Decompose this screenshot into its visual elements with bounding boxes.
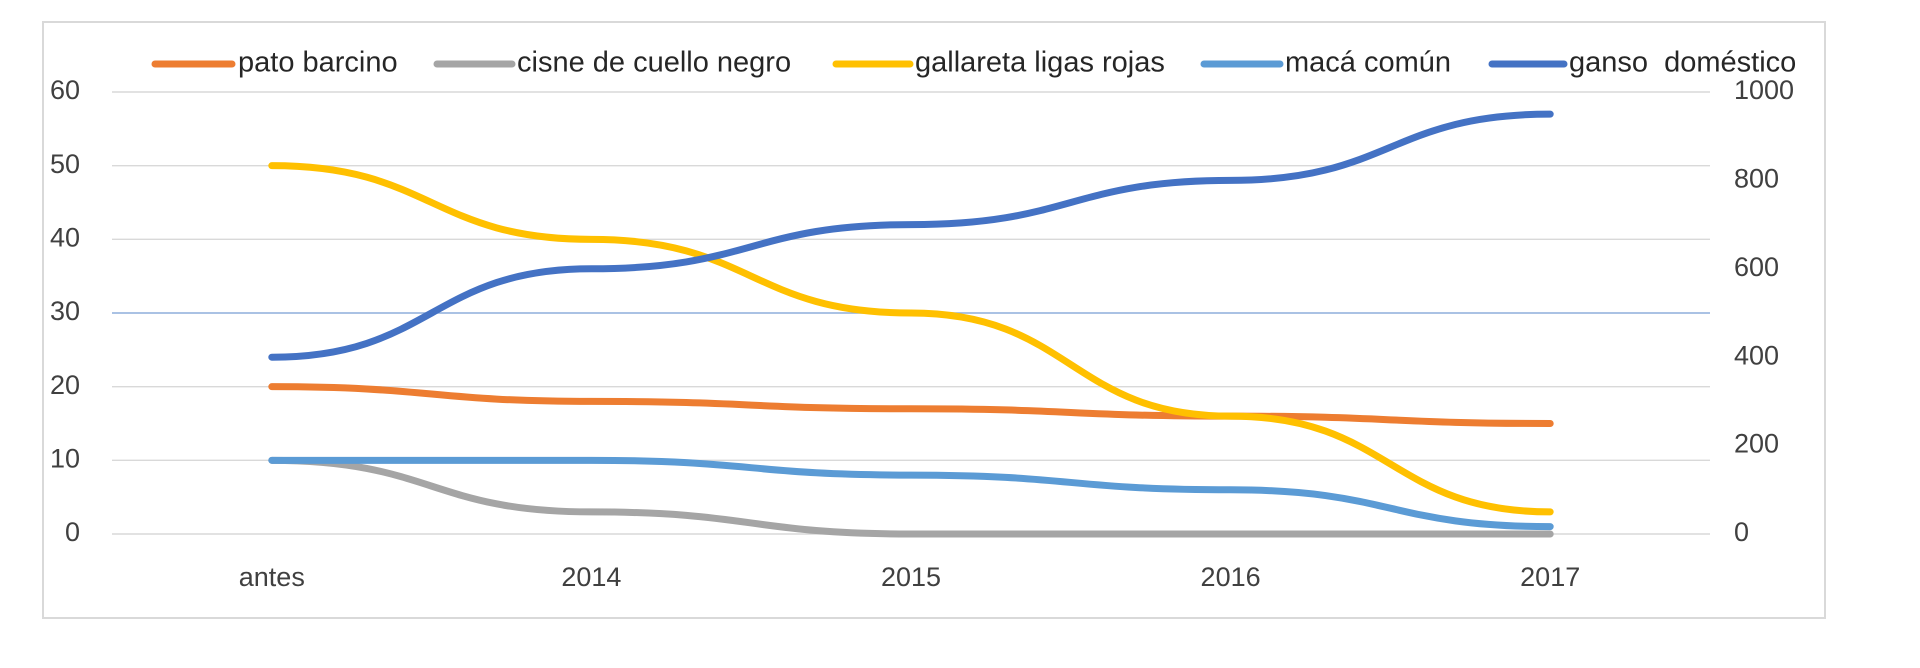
- left-tick-label: 30: [50, 296, 80, 326]
- legend-label: ganso doméstico: [1569, 47, 1796, 79]
- legend-label: cisne de cuello negro: [517, 47, 791, 79]
- right-tick-label: 1000: [1734, 75, 1794, 105]
- series-lines: [268, 110, 1554, 538]
- x-tick-label: 2017: [1520, 562, 1580, 592]
- left-tick-label: 0: [65, 517, 80, 547]
- right-axis-ticks: 0 200 400 600 800 1000: [1734, 75, 1794, 547]
- x-tick-label: 2016: [1201, 562, 1261, 592]
- right-tick-label: 200: [1734, 429, 1779, 459]
- legend-label: pato barcino: [238, 47, 398, 79]
- series-line-1: [268, 456, 1554, 538]
- left-tick-label: 20: [50, 370, 80, 400]
- series-line-3: [268, 456, 1554, 531]
- right-tick-label: 600: [1734, 252, 1779, 282]
- legend-label: macá común: [1285, 47, 1451, 79]
- left-tick-label: 10: [50, 443, 80, 473]
- series-line-0: [268, 383, 1554, 427]
- left-tick-label: 60: [50, 75, 80, 105]
- series-line-4: [268, 110, 1554, 361]
- left-tick-label: 40: [50, 222, 80, 252]
- right-tick-label: 0: [1734, 517, 1749, 547]
- left-tick-label: 50: [50, 149, 80, 179]
- left-axis-ticks: 0 10 20 30 40 50 60: [50, 75, 80, 547]
- x-tick-label: 2015: [881, 562, 941, 592]
- series-line-2: [268, 162, 1554, 516]
- x-tick-label: 2014: [561, 562, 621, 592]
- x-tick-label: antes: [239, 562, 305, 592]
- legend: pato barcino cisne de cuello negro gallare…: [151, 47, 1796, 79]
- x-axis-ticks: antes 2014 2015 2016 2017: [239, 562, 1580, 592]
- legend-label: gallareta ligas rojas: [915, 47, 1165, 79]
- chart-frame: [42, 21, 1826, 619]
- right-tick-label: 800: [1734, 164, 1779, 194]
- right-tick-label: 400: [1734, 340, 1779, 370]
